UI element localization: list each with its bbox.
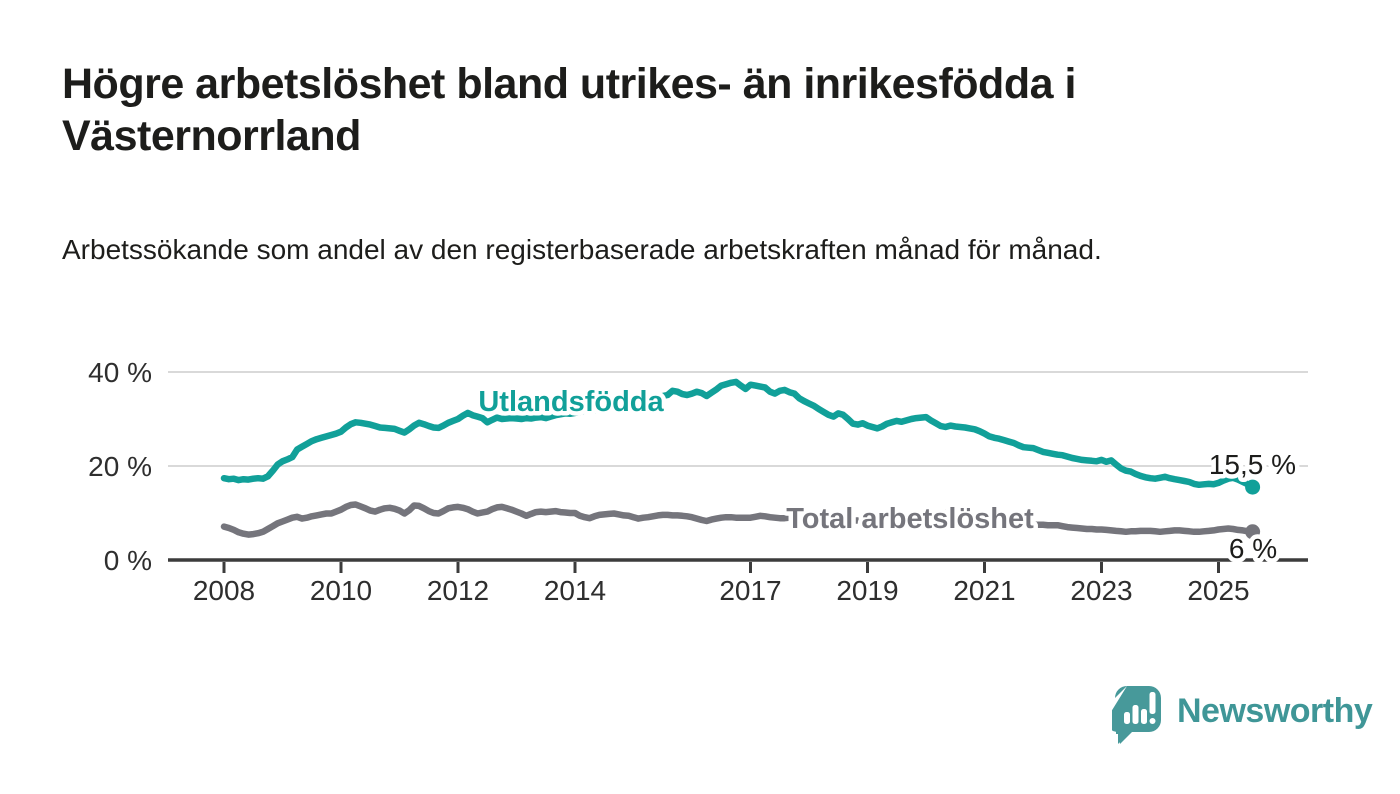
series-label-utlandsfodda: Utlandsfödda [478, 386, 664, 418]
x-tick-label: 2019 [836, 575, 898, 606]
y-tick-label: 40 % [88, 357, 152, 388]
x-tick-label: 2010 [310, 575, 372, 606]
y-tick-label: 0 % [104, 545, 152, 576]
x-tick-label: 2014 [544, 575, 606, 606]
newsworthy-logo-text: Newsworthy [1177, 691, 1373, 730]
newsworthy-logo: Newsworthy [1112, 684, 1373, 746]
x-tick-label: 2025 [1187, 575, 1249, 606]
series-endpoint-total-arbetsloshet [1245, 524, 1261, 540]
series-endpoint-utlandsfodda [1245, 479, 1261, 495]
bar-chart-speech-bubble-icon [1112, 686, 1161, 744]
end-label-total-arbetsloshet: 6 % [1229, 533, 1277, 564]
series-label-total-arbetsloshet: Total arbetslöshet [786, 503, 1034, 535]
chart-subtitle: Arbetssökande som andel av den registerb… [62, 234, 1102, 265]
series-line-utlandsfodda [220, 378, 1256, 491]
x-tick-label: 2017 [719, 575, 781, 606]
y-tick-label: 20 % [88, 451, 152, 482]
end-label-utlandsfodda: 15,5 % [1209, 449, 1296, 480]
chart-title: Högre arbetslöshet bland utrikes- än inr… [62, 60, 1076, 161]
x-tick-label: 2008 [193, 575, 255, 606]
x-tick-label: 2021 [953, 575, 1015, 606]
x-tick-label: 2012 [427, 575, 489, 606]
series-line-total-arbetsloshet [220, 501, 1256, 538]
x-tick-label: 2023 [1070, 575, 1132, 606]
